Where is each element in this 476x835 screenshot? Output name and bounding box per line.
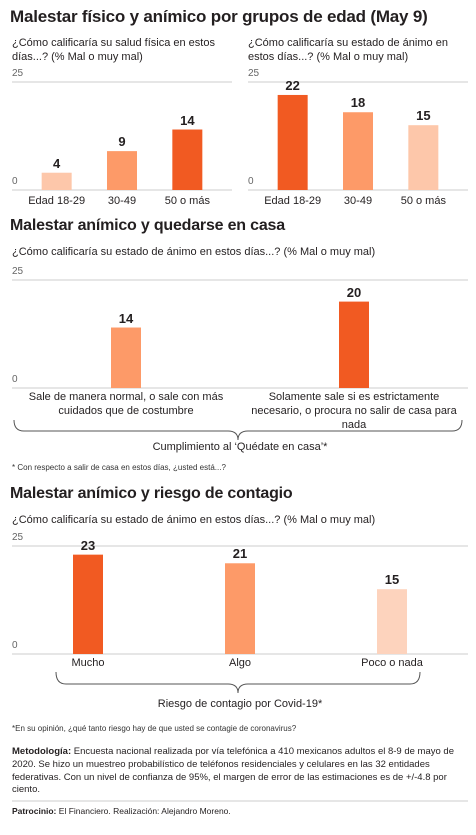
methodology: Metodología: Encuesta nacional realizada…	[12, 746, 464, 797]
bar	[73, 554, 103, 654]
chart-subtitle: ¿Cómo calificaría su salud física en est…	[12, 37, 215, 63]
chart-subtitle: ¿Cómo calificaría su estado de ánimo en …	[12, 246, 376, 258]
brace	[55, 671, 421, 694]
value-label: 9	[118, 134, 126, 150]
footnote: *En su opinión, ¿qué tanto riesgo hay de…	[12, 724, 297, 733]
bar	[41, 172, 72, 190]
y-tick-label: 0	[248, 176, 254, 187]
y-tick-label: 25	[248, 68, 260, 79]
footnote: * Con respecto a salir de casa en estos …	[12, 463, 226, 472]
x-tick-label: Solamente sale si es estrictamente neces…	[251, 391, 457, 431]
bar	[377, 589, 407, 654]
bar	[172, 129, 203, 190]
y-tick-label: 0	[12, 176, 18, 187]
value-label: 22	[285, 77, 300, 93]
value-label: 15	[416, 108, 431, 124]
page-title: Malestar físico y anímico por grupos de …	[10, 7, 428, 26]
x-tick-label: Algo	[228, 657, 252, 669]
y-tick-label: 25	[12, 68, 24, 79]
x-tick-label: 50 o más	[164, 195, 210, 207]
x-tick-label: 50 o más	[400, 195, 446, 207]
credits-label: Patrocinio:	[12, 806, 57, 816]
bar	[107, 151, 137, 190]
methodology-text: Encuesta nacional realizada por vía tele…	[12, 746, 454, 796]
x-tick-label: Poco o nada	[361, 657, 423, 669]
x-tick-label: Sale de manera normal, o sale con más cu…	[28, 391, 224, 417]
value-label: 23	[80, 537, 96, 553]
x-axis-label: Cumplimiento al ‘Quédate en casa’*	[152, 441, 328, 453]
bar	[339, 301, 369, 388]
chart-subtitle: ¿Cómo calificaría su estado de ánimo en …	[248, 37, 448, 63]
bar	[408, 125, 439, 190]
section-title: Malestar anímico y riesgo de contagio	[10, 485, 293, 502]
bar	[277, 94, 308, 190]
brace	[13, 419, 463, 441]
methodology-label: Metodología:	[12, 746, 72, 757]
chart-subtitle: ¿Cómo calificaría su estado de ánimo en …	[12, 514, 376, 526]
x-tick-label: 30-49	[107, 195, 137, 207]
value-label: 18	[350, 95, 366, 111]
value-label: 14	[118, 310, 134, 326]
bar	[343, 112, 373, 190]
x-tick-label: 30-49	[343, 195, 373, 207]
value-label: 20	[346, 284, 362, 300]
value-label: 4	[53, 155, 61, 171]
value-label: 21	[232, 546, 248, 562]
x-tick-label: Edad 18-29	[28, 195, 86, 207]
credits: Patrocinio: El Financiero. Realización: …	[12, 806, 464, 817]
section-title: Malestar anímico y quedarse en casa	[10, 217, 285, 234]
value-label: 14	[180, 112, 195, 128]
y-tick-label: 0	[12, 640, 18, 651]
x-axis-label: Riesgo de contagio por Covid-19*	[157, 698, 323, 710]
value-label: 15	[384, 572, 400, 588]
x-tick-label: Mucho	[71, 657, 105, 669]
y-tick-label: 25	[12, 532, 24, 543]
x-tick-label: Edad 18-29	[264, 195, 322, 207]
bar	[111, 327, 141, 388]
bar	[225, 563, 255, 654]
credits-text: El Financiero. Realización: Alejandro Mo…	[58, 806, 231, 816]
y-tick-label: 25	[12, 266, 24, 277]
y-tick-label: 0	[12, 374, 18, 385]
